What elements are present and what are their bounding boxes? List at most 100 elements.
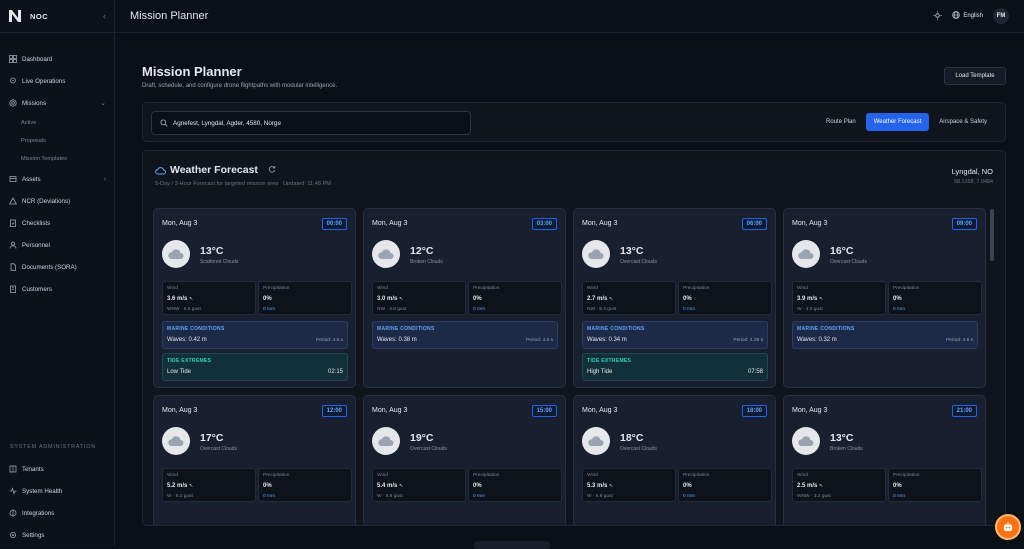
wind-label: Wind (167, 286, 178, 291)
precipitation-amount: 0 mm (263, 307, 275, 312)
card-date: Mon, Aug 3 (582, 220, 618, 227)
wind-speed: 3.9 m/s ↖ (797, 296, 823, 302)
precipitation-box: Precipitation 0% 0 mm (468, 468, 562, 502)
wind-speed-value: 2.5 m/s (797, 483, 818, 489)
card-temperature: 19°C (410, 432, 434, 444)
plug-icon (8, 509, 17, 518)
box-icon (8, 175, 17, 184)
card-date: Mon, Aug 3 (372, 220, 408, 227)
page-subtitle: Draft, schedule, and configure drone fli… (142, 83, 338, 89)
sidebar-subitem-active[interactable]: Active (21, 120, 37, 126)
sidebar-item-checklists[interactable]: Checklists (0, 212, 114, 234)
wind-speed: 5.3 m/s ↖ (587, 483, 613, 489)
wind-speed: 3.0 m/s ↖ (377, 296, 403, 302)
sidebar-item-integrations[interactable]: Integrations (0, 502, 115, 524)
sidebar-item-settings[interactable]: Settings (0, 524, 115, 546)
wave-height: Waves: 0.32 m (797, 337, 837, 343)
precipitation-box: Precipitation 0% 0 mm (258, 468, 352, 502)
card-date: Mon, Aug 3 (162, 220, 198, 227)
wave-period: Period: 4.5 s (316, 338, 343, 343)
collapse-sidebar-icon[interactable]: ‹ (103, 11, 106, 21)
sidebar-item-personnel[interactable]: Personnel (0, 234, 114, 256)
sidebar-item-label: NCR (Deviations) (22, 197, 71, 205)
cloud-icon (162, 427, 190, 455)
cloud-icon (372, 427, 400, 455)
card-time-badge: 06:00 (741, 218, 767, 230)
precipitation-amount: 0 mm (893, 307, 905, 312)
wave-height: Waves: 0.42 m (167, 337, 207, 343)
cloud-icon (155, 166, 166, 174)
tide-time: 07:58 (747, 369, 763, 375)
sidebar-item-customers[interactable]: Customers (0, 278, 114, 300)
wave-period: Period: 4.5 s (946, 338, 973, 343)
wind-box: Wind 2.5 m/s ↖ WNW · 3.2 gust (792, 468, 886, 502)
precipitation-label: Precipitation (263, 473, 290, 478)
wind-arrow-icon: ↖ (819, 296, 824, 302)
sidebar-nav: Dashboard Live Operations Missions ⌄ Acti… (0, 33, 114, 300)
language-selector[interactable]: English (952, 11, 983, 21)
location-search-input[interactable]: Agnefest, Lyngdal, Agder, 4580, Norge (151, 111, 471, 135)
forecast-range: 5-Day / 3-Hour Forecast for targeted mis… (155, 181, 279, 187)
card-time-badge: 09:00 (951, 218, 977, 230)
refresh-icon[interactable] (268, 164, 276, 176)
card-date: Mon, Aug 3 (792, 407, 828, 414)
marine-label: MARINE CONDITIONS (797, 326, 855, 332)
sidebar-item-dashboard[interactable]: Dashboard (0, 48, 114, 70)
pin-icon (8, 77, 17, 86)
system-admin-label: SYSTEM ADMINISTRATION (10, 444, 96, 450)
wind-gust: WNW · 5.5 gust (167, 307, 201, 312)
globe-icon (952, 11, 961, 21)
wave-period: Period: 4.35 s (733, 338, 763, 343)
tab-route-plan[interactable]: Route Plan (826, 119, 856, 125)
sidebar-item-label: Missions (22, 99, 47, 107)
wind-speed-value: 5.3 m/s (587, 483, 608, 489)
marine-label: MARINE CONDITIONS (377, 326, 435, 332)
forecast-card: Mon, Aug 3 09:00 16°C Overcast Clouds Wind 3.… (783, 208, 986, 388)
wind-box: Wind 2.7 m/s ↖ NW · 5.4 gust (582, 281, 676, 315)
wind-box: Wind 3.6 m/s ↖ WNW · 5.5 gust (162, 281, 256, 315)
sidebar-item-label: Settings (22, 531, 45, 539)
sidebar-item-assets[interactable]: Assets › (0, 168, 114, 190)
precipitation-chance: 0% (473, 483, 482, 489)
sidebar-item-system-health[interactable]: System Health (0, 480, 115, 502)
sidebar-subitem-mission-templates[interactable]: Mission Templates (21, 156, 67, 162)
system-admin-nav: Tenants System Health Integrations Setti… (0, 458, 115, 546)
topbar-title: Mission Planner (130, 10, 209, 22)
sidebar-item-ncr[interactable]: NCR (Deviations) (0, 190, 114, 212)
precipitation-chance: 0% (893, 483, 902, 489)
marine-conditions: MARINE CONDITIONS Waves: 0.32 m Period: 4.… (792, 321, 978, 349)
sidebar-item-tenants[interactable]: Tenants (0, 458, 115, 480)
sidebar-item-label: Tenants (22, 465, 44, 473)
wind-gust: W · 4.5 gust (797, 307, 823, 312)
sidebar-subitem-proposals[interactable]: Proposals (21, 138, 46, 144)
sidebar-item-label: System Health (22, 487, 63, 495)
sidebar-item-documents[interactable]: Documents (SORA) (0, 256, 114, 278)
sidebar-item-label: Documents (SORA) (22, 263, 77, 271)
search-value: Agnefest, Lyngdal, Agder, 4580, Norge (173, 119, 281, 127)
precipitation-amount: 0 mm (473, 494, 485, 499)
scrollbar[interactable] (990, 209, 994, 261)
avatar[interactable]: FM (993, 8, 1009, 24)
sidebar-item-live-operations[interactable]: Live Operations (0, 70, 114, 92)
card-temperature: 16°C (830, 245, 854, 257)
card-temperature: 13°C (620, 245, 644, 257)
bottom-handle (474, 541, 550, 549)
assistant-button[interactable] (995, 514, 1021, 540)
weather-header: Weather Forecast (155, 164, 276, 176)
wind-label: Wind (377, 473, 388, 478)
load-template-button[interactable]: Load Template (944, 67, 1006, 85)
sidebar-item-missions[interactable]: Missions ⌄ (0, 92, 114, 114)
card-temperature: 13°C (200, 245, 224, 257)
card-description: Broken Clouds (410, 259, 443, 265)
page-title: Mission Planner (142, 64, 242, 79)
card-description: Broken Clouds (830, 446, 863, 452)
building-icon (8, 285, 17, 294)
tab-weather-forecast[interactable]: Weather Forecast (865, 113, 930, 131)
marine-label: MARINE CONDITIONS (167, 326, 225, 332)
precipitation-label: Precipitation (263, 286, 290, 291)
card-time-badge: 18:00 (741, 405, 767, 417)
theme-toggle-icon[interactable] (933, 10, 943, 22)
precipitation-label: Precipitation (473, 473, 500, 478)
tab-airspace-safety[interactable]: Airspace & Safety (939, 119, 987, 125)
tenants-icon (8, 465, 17, 474)
